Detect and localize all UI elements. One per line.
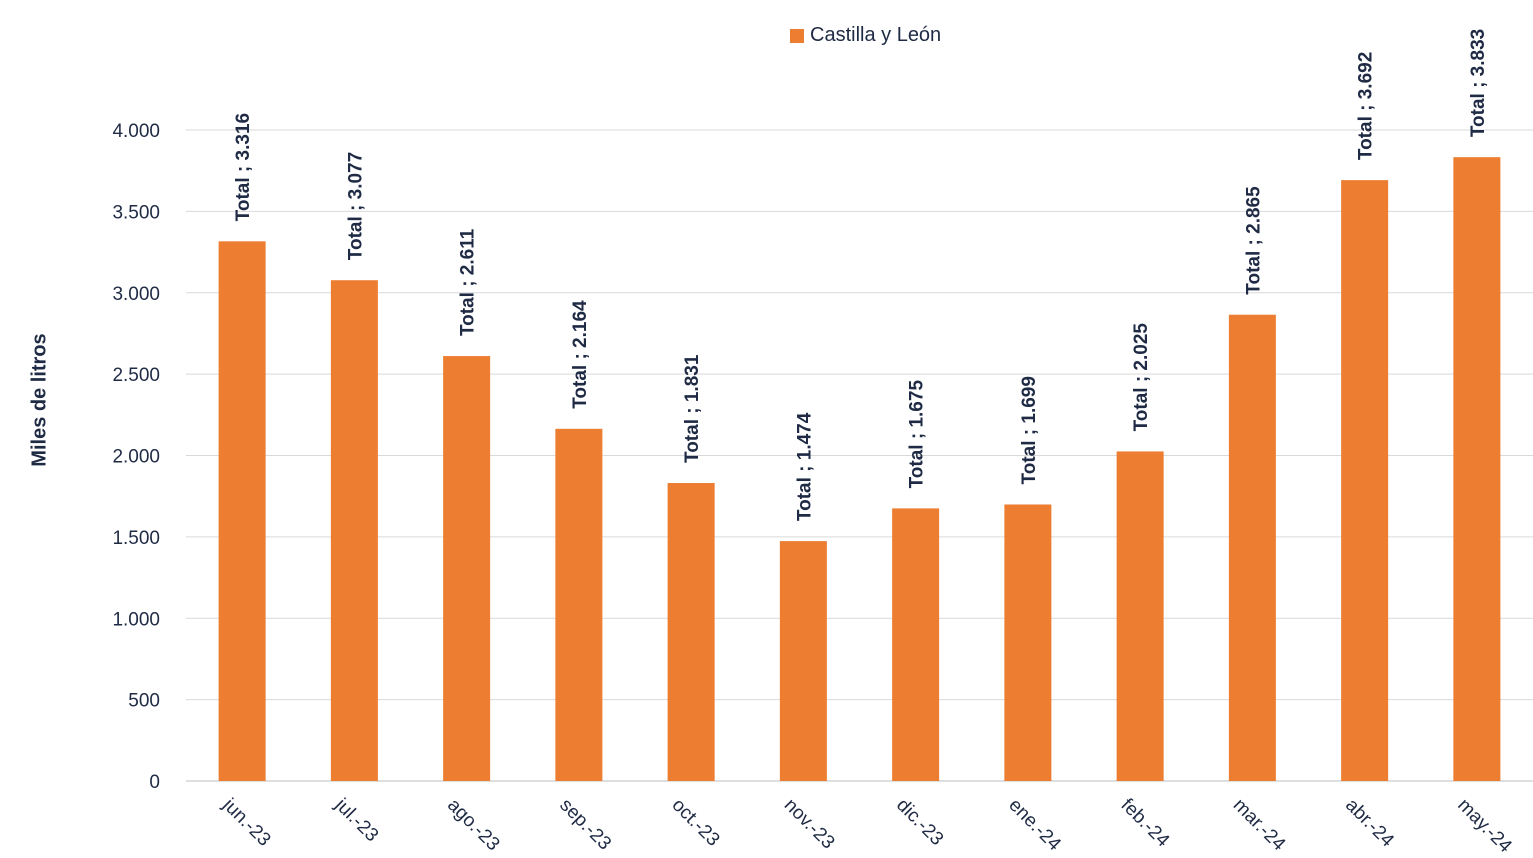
x-tick-label: mar.-24 [1229, 795, 1290, 856]
data-label: Total ; 3.316 [233, 113, 254, 221]
bar [892, 508, 940, 781]
y-tick-label: 3.000 [112, 284, 160, 305]
legend-swatch [790, 28, 804, 43]
y-tick-label: 1.000 [112, 609, 160, 630]
bar [218, 241, 266, 782]
x-tick-label: ene.-24 [1004, 795, 1065, 856]
x-tick-label: sep.-23 [555, 795, 615, 855]
x-tick-label: nov.-23 [780, 795, 839, 854]
x-tick-label: ago.-23 [443, 795, 503, 855]
bar [1341, 180, 1389, 781]
x-tick-label: may.-24 [1453, 795, 1516, 858]
y-tick-label: 0 [149, 772, 160, 793]
y-tick-label: 3.500 [112, 202, 160, 223]
bar [443, 356, 491, 781]
bar [667, 483, 715, 781]
bar [1004, 504, 1052, 781]
bar [1228, 314, 1276, 781]
bar [1116, 451, 1164, 781]
x-tick-label: dic.-23 [892, 795, 947, 850]
x-tick-label: feb.-24 [1117, 795, 1174, 852]
y-tick-label: 2.000 [112, 447, 160, 468]
y-tick-label: 4.000 [112, 121, 160, 142]
data-label: Total ; 3.692 [1356, 52, 1377, 160]
x-tick-label: oct.-23 [668, 795, 724, 851]
data-label: Total ; 1.675 [907, 380, 928, 489]
bar [779, 541, 827, 781]
data-label: Total ; 1.474 [794, 412, 815, 521]
data-label: Total ; 1.831 [682, 354, 703, 463]
data-label: Total ; 1.699 [1019, 376, 1040, 484]
x-tick-label: jul.-23 [330, 794, 382, 846]
y-tick-label: 2.500 [112, 365, 160, 386]
data-label: Total ; 2.611 [458, 228, 479, 336]
data-label: Total ; 2.164 [570, 300, 591, 409]
legend-label: Castilla y León [810, 24, 942, 46]
y-tick-label: 500 [128, 691, 160, 712]
legend: Castilla y León [790, 24, 941, 47]
x-tick-label: jun.-23 [218, 794, 275, 851]
data-label: Total ; 2.025 [1131, 323, 1152, 432]
bar [555, 428, 603, 781]
data-label: Total ; 2.865 [1243, 186, 1264, 295]
bar [1453, 157, 1501, 781]
x-tick-label: abr.-24 [1341, 795, 1398, 852]
data-label: Total ; 3.833 [1468, 29, 1489, 137]
bar [330, 280, 378, 781]
y-tick-label: 1.500 [112, 528, 160, 549]
data-label: Total ; 3.077 [345, 152, 366, 260]
